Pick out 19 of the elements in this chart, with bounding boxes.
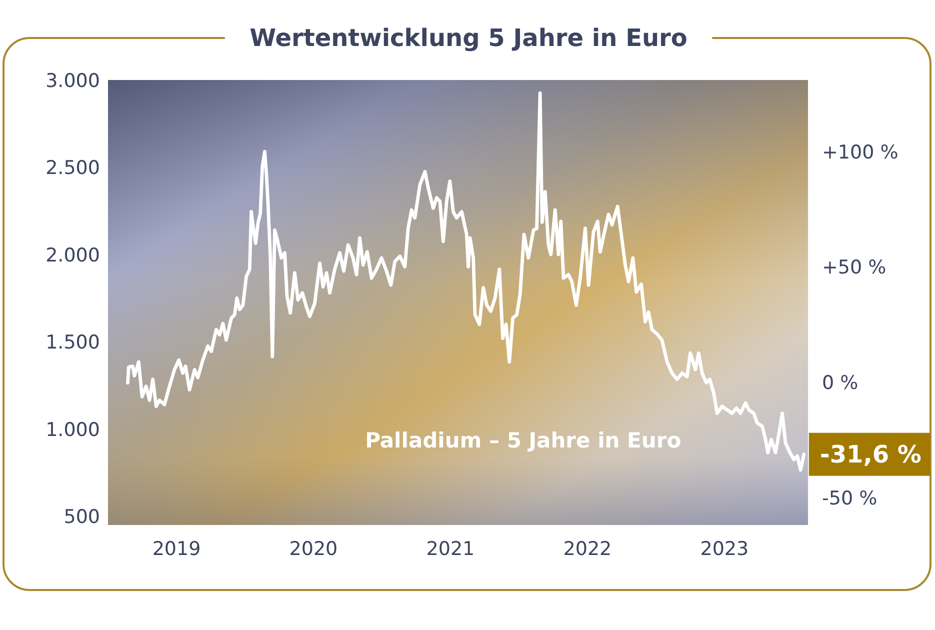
annotation: Palladium – 5 Jahre in Euro <box>365 428 682 452</box>
y-tick-label: 2.500 <box>46 157 100 180</box>
y-tick-label: 1.000 <box>46 418 100 441</box>
x-tick-label: 2021 <box>426 538 475 560</box>
x-tick-label: 2019 <box>152 538 201 560</box>
y2-tick-label: -50 % <box>822 487 878 510</box>
x-tick-label: 2020 <box>289 538 338 560</box>
y2-tick-label: +100 % <box>822 141 898 164</box>
x-tick-label: 2022 <box>563 538 612 560</box>
y-tick-label: 500 <box>64 506 100 528</box>
line-series <box>126 91 806 472</box>
annotation: -31,6 % <box>820 440 922 468</box>
y-tick-label: 1.500 <box>46 332 100 354</box>
y2-tick-label: +50 % <box>822 256 886 279</box>
x-tick-label: 2023 <box>700 538 749 560</box>
y-tick-label: 2.000 <box>46 244 100 266</box>
y-tick-label: 3.000 <box>46 70 100 92</box>
chart-title: Wertentwicklung 5 Jahre in Euro <box>250 24 688 52</box>
y2-tick-label: 0 % <box>822 372 858 394</box>
